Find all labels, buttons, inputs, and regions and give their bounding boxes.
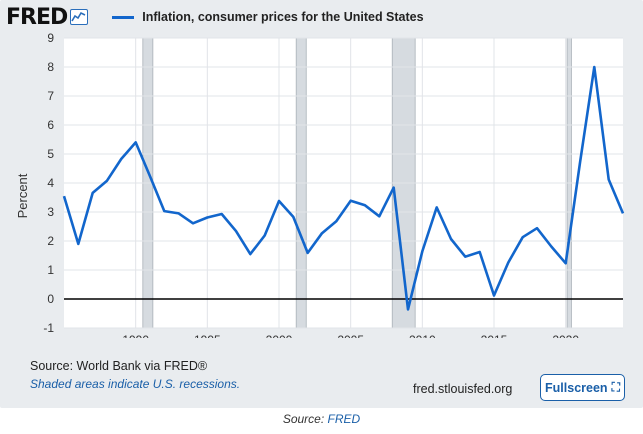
y-tick-label: 6: [47, 118, 54, 132]
fullscreen-label: Fullscreen: [545, 380, 608, 395]
series-layer: [62, 65, 625, 311]
source-text: Source: World Bank via FRED®: [30, 359, 208, 373]
caption-link[interactable]: FRED: [327, 412, 361, 426]
fred-graph-panel: FRED Inflation, consumer prices for the …: [0, 0, 643, 408]
y-tick-label: 2: [47, 234, 54, 248]
graph-header: FRED Inflation, consumer prices for the …: [6, 4, 424, 30]
y-tick-label: 3: [47, 205, 54, 219]
x-tick-label: 2015: [481, 333, 508, 338]
image-caption: Source: FRED: [0, 412, 643, 426]
y-tick-label: 0: [47, 292, 54, 306]
y-axis-ticks: -1 0 1 2 3 4 5 6 7 8 9: [43, 31, 54, 335]
fred-spark-icon: [70, 9, 89, 25]
series-line: [62, 65, 625, 311]
x-axis-ticks: 1990 1995 2000 2005 2010 2015 2020: [122, 333, 579, 338]
y-tick-label: 4: [47, 176, 54, 190]
x-tick-label: 2020: [552, 333, 579, 338]
chart-legend: Inflation, consumer prices for the Unite…: [112, 10, 424, 24]
y-tick-label: -1: [43, 321, 54, 335]
x-tick-label: 2000: [266, 333, 293, 338]
y-tick-label: 8: [47, 60, 54, 74]
y-tick-label: 9: [47, 31, 54, 45]
line-chart: -1 0 1 2 3 4 5 6 7 8 9 1990 1995 2000 2005 2010 2015 202…: [15, 31, 625, 338]
y-tick-label: 7: [47, 89, 54, 103]
fred-logo[interactable]: FRED: [6, 4, 68, 30]
y-axis-label: Percent: [15, 173, 30, 218]
caption-prefix: Source:: [282, 412, 328, 426]
x-tick-label: 1995: [194, 333, 221, 338]
fred-url-link[interactable]: fred.stlouisfed.org: [413, 382, 513, 396]
legend-label: Inflation, consumer prices for the Unite…: [142, 10, 424, 24]
legend-swatch: [112, 15, 135, 19]
x-tick-label: 2005: [337, 333, 364, 338]
fullscreen-icon: ⛶: [611, 380, 620, 394]
y-tick-label: 5: [47, 147, 54, 161]
recession-note: Shaded areas indicate U.S. recessions.: [30, 377, 241, 391]
y-tick-label: 1: [47, 263, 54, 277]
fullscreen-button[interactable]: Fullscreen ⛶: [540, 374, 625, 401]
x-tick-label: 1990: [122, 333, 149, 338]
x-tick-label: 2010: [409, 333, 436, 338]
